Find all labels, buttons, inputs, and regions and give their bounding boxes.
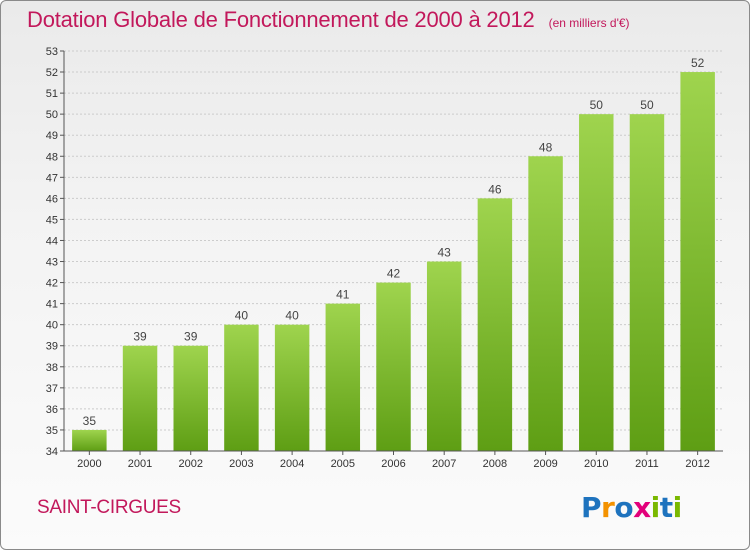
bar <box>173 345 208 451</box>
y-tick-label: 38 <box>46 362 58 374</box>
bars <box>72 72 715 451</box>
commune-name: SAINT-CIRGUES <box>37 497 181 518</box>
data-label: 41 <box>336 288 350 302</box>
data-label: 50 <box>640 98 654 112</box>
data-label: 39 <box>133 330 147 344</box>
y-tick-label: 44 <box>46 235 58 247</box>
y-tick-label: 48 <box>46 151 58 163</box>
x-tick-label: 2007 <box>432 458 456 470</box>
y-tick-label: 46 <box>46 193 58 205</box>
y-tick-label: 49 <box>46 130 58 142</box>
y-tick-label: 45 <box>46 214 58 226</box>
x-tick-label: 2009 <box>533 458 557 470</box>
data-label: 35 <box>83 414 97 428</box>
y-tick-label: 37 <box>46 383 58 395</box>
logo-letter: t <box>659 491 673 524</box>
proxiti-logo[interactable]: Proxiti <box>581 491 682 524</box>
chart-title: Dotation Globale de Fonctionnement de 20… <box>27 7 535 32</box>
bar <box>376 282 411 451</box>
bar <box>477 198 513 451</box>
y-tick-label: 47 <box>46 172 58 184</box>
x-tick-label: 2011 <box>635 458 659 470</box>
bar <box>680 72 715 451</box>
y-tick-label: 39 <box>46 341 58 353</box>
logo-letter: r <box>601 491 615 524</box>
y-tick-label: 35 <box>46 425 58 437</box>
data-label: 43 <box>438 246 452 260</box>
bar <box>72 429 107 451</box>
x-tick-label: 2004 <box>280 458 304 470</box>
labels: 34 35 36 37 38 39 40 41 42 43 44 45 46 47 48 49 50 51 52 53… <box>46 46 710 470</box>
data-label: 46 <box>488 182 502 196</box>
axes <box>60 50 723 455</box>
data-label: 40 <box>285 309 299 323</box>
y-tick-label: 42 <box>46 278 58 290</box>
data-label: 42 <box>387 267 401 281</box>
y-tick-label: 50 <box>46 109 58 121</box>
bar <box>528 156 563 451</box>
logo-letter: x <box>633 491 651 524</box>
logo-letter: i <box>650 491 661 524</box>
bar <box>426 261 462 451</box>
y-tick-label: 40 <box>46 320 58 332</box>
y-tick-label: 43 <box>46 257 58 269</box>
title-row: Dotation Globale de Fonctionnement de 20… <box>27 7 630 33</box>
y-tick-label: 52 <box>46 67 58 79</box>
x-tick-label: 2000 <box>77 458 101 470</box>
x-tick-label: 2002 <box>178 458 202 470</box>
y-tick-label: 34 <box>46 446 58 458</box>
data-label: 48 <box>539 140 553 154</box>
y-tick-label: 53 <box>46 46 58 58</box>
y-tick-label: 41 <box>46 299 58 311</box>
bar <box>274 324 310 451</box>
x-tick-label: 2012 <box>685 458 709 470</box>
x-tick-label: 2005 <box>331 458 355 470</box>
x-tick-label: 2010 <box>584 458 608 470</box>
bar <box>629 114 665 451</box>
data-label: 52 <box>691 56 705 70</box>
bar <box>122 345 158 451</box>
logo-letter: o <box>614 491 634 524</box>
x-tick-label: 2001 <box>128 458 152 470</box>
logo-letter: P <box>581 491 602 524</box>
x-tick-label: 2003 <box>229 458 253 470</box>
y-tick-label: 51 <box>46 88 58 100</box>
bar <box>224 324 259 451</box>
y-tick-label: 36 <box>46 404 58 416</box>
data-label: 50 <box>590 98 604 112</box>
x-tick-label: 2008 <box>483 458 507 470</box>
logo-letter: i <box>672 491 683 524</box>
bar <box>579 114 614 451</box>
x-tick-label: 2006 <box>381 458 405 470</box>
chart-subtitle: (en milliers d'€) <box>548 16 630 30</box>
data-label: 39 <box>184 330 198 344</box>
bar <box>325 303 361 451</box>
data-label: 40 <box>235 309 249 323</box>
